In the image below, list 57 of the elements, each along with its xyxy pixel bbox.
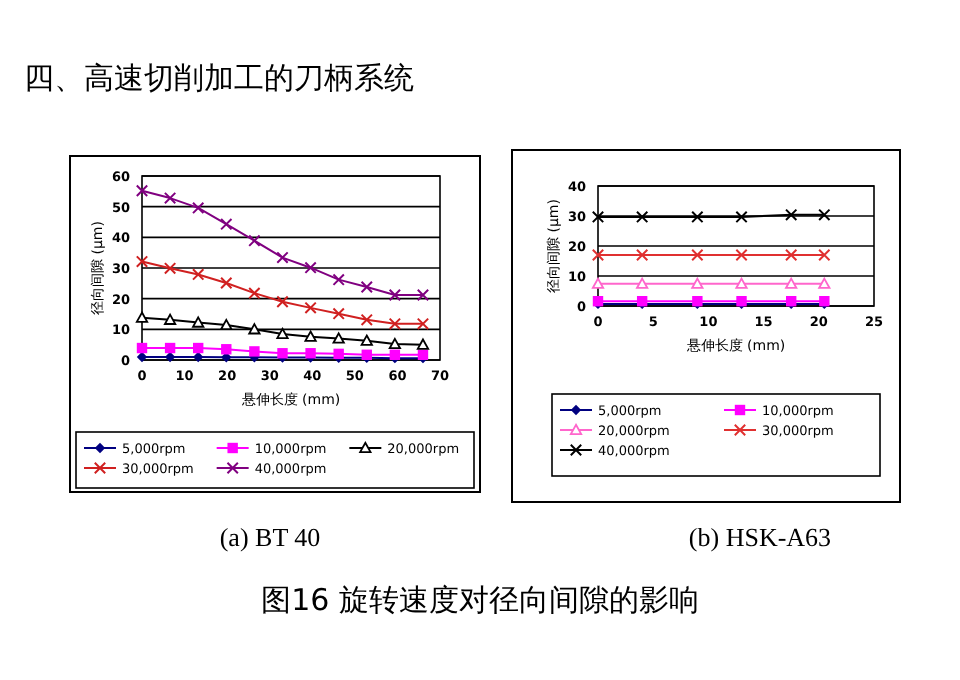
point xyxy=(388,317,402,331)
point xyxy=(785,248,798,262)
point xyxy=(276,295,289,308)
point xyxy=(220,276,233,290)
point xyxy=(591,210,605,224)
point xyxy=(388,288,402,302)
text: (b) HSK-A63 xyxy=(688,522,832,552)
point xyxy=(360,334,373,346)
point xyxy=(164,313,177,325)
point xyxy=(249,346,260,357)
point xyxy=(691,210,704,224)
point xyxy=(135,184,149,197)
point xyxy=(360,313,373,327)
point xyxy=(304,330,317,342)
point xyxy=(818,208,831,221)
text: 四、高速切削加工的刀柄系统 xyxy=(24,60,414,96)
point xyxy=(276,327,289,339)
point xyxy=(691,248,704,262)
point xyxy=(192,342,204,354)
point xyxy=(691,277,704,289)
point xyxy=(818,248,831,262)
point xyxy=(164,342,176,354)
point xyxy=(388,337,401,350)
point xyxy=(735,210,748,224)
point xyxy=(416,338,430,350)
point xyxy=(221,344,232,355)
point xyxy=(416,317,430,331)
point xyxy=(136,342,148,354)
point xyxy=(163,262,177,275)
point xyxy=(191,268,205,281)
point xyxy=(636,277,649,289)
text: (a) BT 40 xyxy=(219,522,321,552)
point xyxy=(304,261,317,274)
point xyxy=(360,280,373,294)
point xyxy=(635,210,649,224)
point xyxy=(332,307,345,320)
point xyxy=(818,277,831,289)
point xyxy=(163,191,177,205)
point xyxy=(248,323,261,335)
point xyxy=(276,251,289,264)
point xyxy=(135,255,149,268)
point xyxy=(220,217,233,231)
caption: 图16 旋转速度对径向间隙的影响 xyxy=(261,582,699,618)
point xyxy=(735,277,748,289)
point xyxy=(304,301,317,315)
point xyxy=(191,201,205,215)
point xyxy=(735,248,748,262)
point xyxy=(192,316,205,328)
point xyxy=(785,208,798,221)
point xyxy=(248,234,261,247)
point xyxy=(332,273,345,286)
point xyxy=(332,332,345,344)
point xyxy=(635,248,649,262)
point xyxy=(591,248,605,262)
point xyxy=(785,277,798,289)
point xyxy=(248,286,261,300)
point xyxy=(416,288,430,302)
